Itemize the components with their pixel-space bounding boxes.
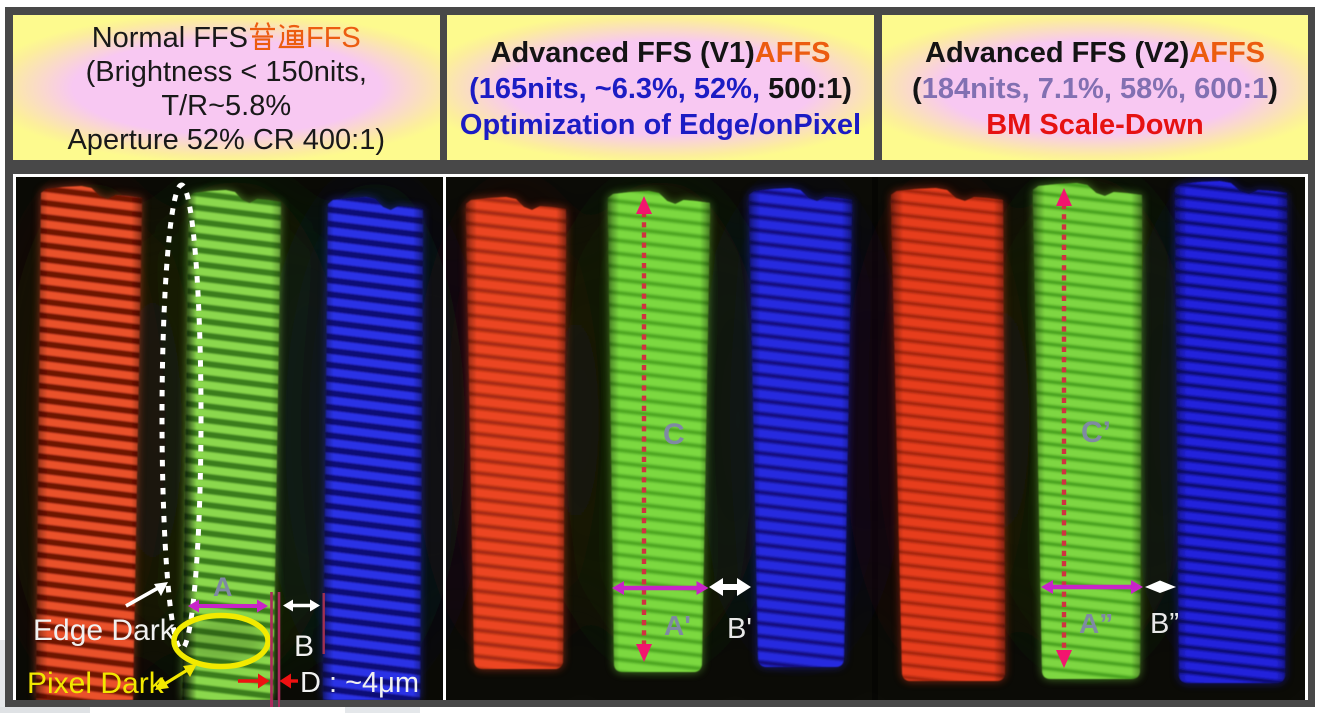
svg-text:B': B'	[727, 613, 752, 645]
svg-text:Pixel Dark: Pixel Dark	[27, 667, 165, 700]
svg-text:A”: A”	[1079, 608, 1113, 639]
svg-text:A: A	[213, 572, 233, 602]
svg-text:A': A'	[664, 610, 691, 641]
svg-text:C’: C’	[1081, 416, 1111, 449]
svg-text:B: B	[294, 630, 314, 663]
svg-text:C: C	[663, 418, 685, 451]
svg-text:D : ~4μm: D : ~4μm	[300, 667, 419, 699]
svg-text:Edge Dark: Edge Dark	[33, 614, 176, 647]
svg-text:B”: B”	[1150, 608, 1179, 640]
